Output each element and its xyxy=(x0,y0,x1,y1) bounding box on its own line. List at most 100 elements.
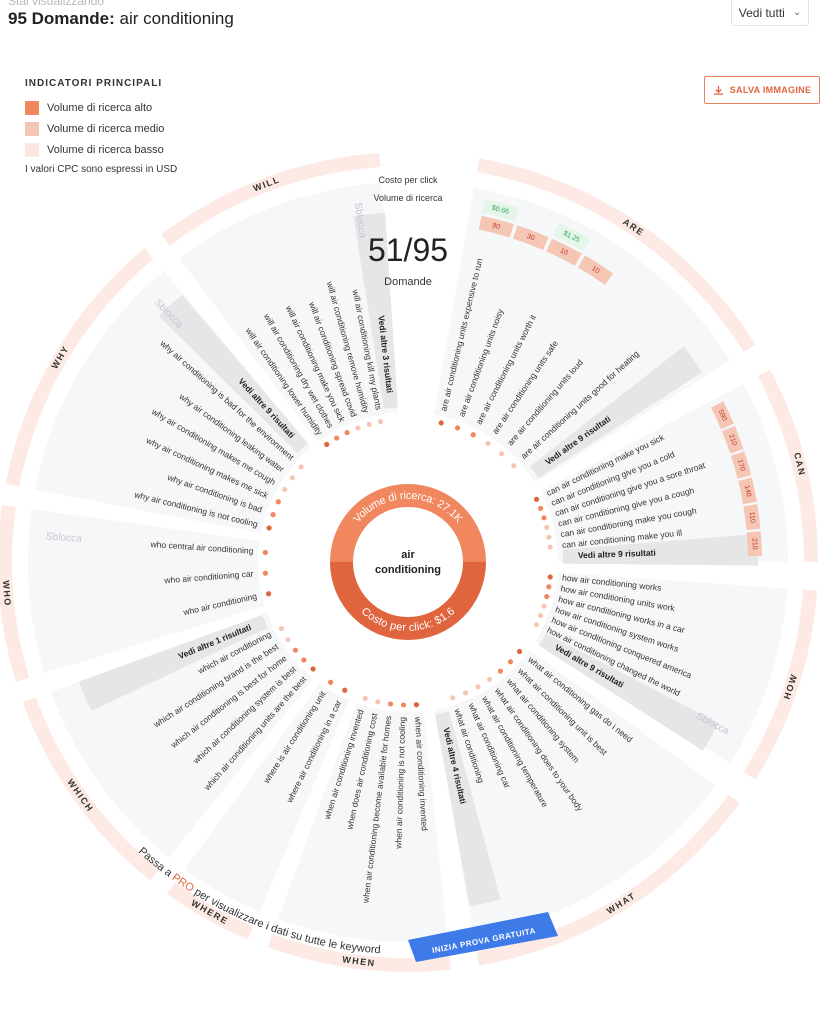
filter-label: Vedi tutti xyxy=(738,5,785,20)
sector-panel xyxy=(179,182,398,443)
volume-dot xyxy=(270,512,276,518)
volume-arc xyxy=(330,484,486,562)
volume-badge xyxy=(478,215,514,238)
volume-dot xyxy=(454,425,461,431)
volume-dot xyxy=(507,659,514,665)
volume-dot xyxy=(547,574,553,580)
volume-badge xyxy=(546,238,582,266)
question-count: 95 Domande: xyxy=(8,9,115,28)
volume-badge-value: 90 xyxy=(491,222,500,231)
volume-dot xyxy=(400,702,407,708)
volume-dot xyxy=(470,432,476,438)
filter-dropdown[interactable]: Vedi tutti ⌄ xyxy=(731,0,809,26)
center-keyword: air xyxy=(401,549,415,561)
volume-badge xyxy=(578,255,614,285)
volume-dot xyxy=(301,657,307,663)
sector-panel xyxy=(434,650,716,937)
cpc-badge-value: $0.66 xyxy=(491,205,510,216)
volume-badge xyxy=(746,531,762,557)
volume-dot xyxy=(541,603,547,609)
volume-dot xyxy=(278,625,285,632)
center-core xyxy=(356,510,460,614)
volume-dot xyxy=(334,435,340,441)
volume-dot xyxy=(285,637,291,643)
legend-note: I valori CPC sono espressi in USD xyxy=(25,164,178,175)
volume-badge xyxy=(743,504,761,531)
more-results-button[interactable]: Vedi altre 9 risultati xyxy=(578,548,656,561)
volume-dot xyxy=(537,505,544,512)
volume-dot xyxy=(387,701,394,707)
volume-badge-value: 140 xyxy=(743,485,752,498)
sector-ring xyxy=(167,882,254,940)
sector-ring xyxy=(476,794,740,966)
sector-panel xyxy=(540,383,788,562)
unlock-label[interactable]: Sblocca xyxy=(352,202,368,239)
volume-dot xyxy=(544,593,550,600)
volume-dot xyxy=(298,464,304,470)
sector-ring xyxy=(743,589,818,780)
volume-badge xyxy=(738,477,757,505)
volume-badge-value: 10 xyxy=(559,247,569,257)
more-results-band xyxy=(353,212,398,409)
volume-dot xyxy=(262,549,268,556)
sector-panel xyxy=(28,509,265,674)
volume-badge-value: 170 xyxy=(736,459,746,472)
sector-panel xyxy=(434,187,731,483)
save-image-button[interactable]: SALVA IMMAGINE xyxy=(704,76,820,104)
question-count-display: 51/95 xyxy=(368,232,448,268)
volume-badge xyxy=(513,225,549,250)
volume-dot xyxy=(485,440,491,447)
volume-badge-value: 10 xyxy=(590,265,600,275)
center-keyword: conditioning xyxy=(375,564,441,576)
volume-dot xyxy=(450,695,456,701)
volume-dot xyxy=(533,496,540,502)
volume-dot xyxy=(546,534,552,540)
volume-badge-value: 210 xyxy=(750,538,758,550)
more-results-band xyxy=(158,294,308,454)
start-trial-bg xyxy=(408,912,558,962)
question-label[interactable]: when air conditioning is not cooling xyxy=(393,716,407,849)
sector-panel xyxy=(278,702,448,943)
volume-badge xyxy=(730,451,752,479)
volume-dot xyxy=(262,570,269,576)
sector-ring xyxy=(476,158,756,353)
legend-label: Volume di ricerca alto xyxy=(47,101,153,114)
legend-swatch xyxy=(25,121,39,136)
volume-dot xyxy=(342,687,348,693)
chevron-down-icon: ⌄ xyxy=(792,7,802,18)
legend-label: Volume di ricerca basso xyxy=(47,143,164,156)
volume-dot xyxy=(289,475,296,481)
sector-panel xyxy=(184,683,350,912)
volume-dot xyxy=(546,584,552,590)
volume-dot xyxy=(516,648,523,655)
cpc-badge xyxy=(553,223,591,251)
sector-name: WHO xyxy=(1,580,13,607)
question-count-caption: Domande xyxy=(384,276,432,288)
volume-dot xyxy=(533,622,540,628)
volume-badge-value: 590 xyxy=(717,409,728,423)
volume-dot xyxy=(292,647,299,653)
legend-swatch xyxy=(25,100,39,115)
volume-dot xyxy=(462,690,469,696)
volume-dot xyxy=(544,524,550,531)
volume-dot xyxy=(537,612,544,619)
volume-dot xyxy=(486,676,493,683)
volume-dot xyxy=(377,419,384,425)
legend-label: Volume di ricerca medio xyxy=(47,122,165,135)
more-results-band xyxy=(79,614,268,711)
volume-dot xyxy=(497,668,503,674)
sector-panel xyxy=(535,572,788,764)
volume-dot xyxy=(511,463,517,469)
volume-dot xyxy=(362,695,368,702)
sector-ring xyxy=(5,247,154,487)
unlock-label[interactable]: Sblocca xyxy=(46,531,83,544)
volume-dot xyxy=(355,425,361,431)
page-title: 95 Domande: air conditioning xyxy=(8,9,234,29)
volume-badge xyxy=(710,401,734,430)
legend-item-medium: Volume di ricerca medio xyxy=(25,118,177,139)
